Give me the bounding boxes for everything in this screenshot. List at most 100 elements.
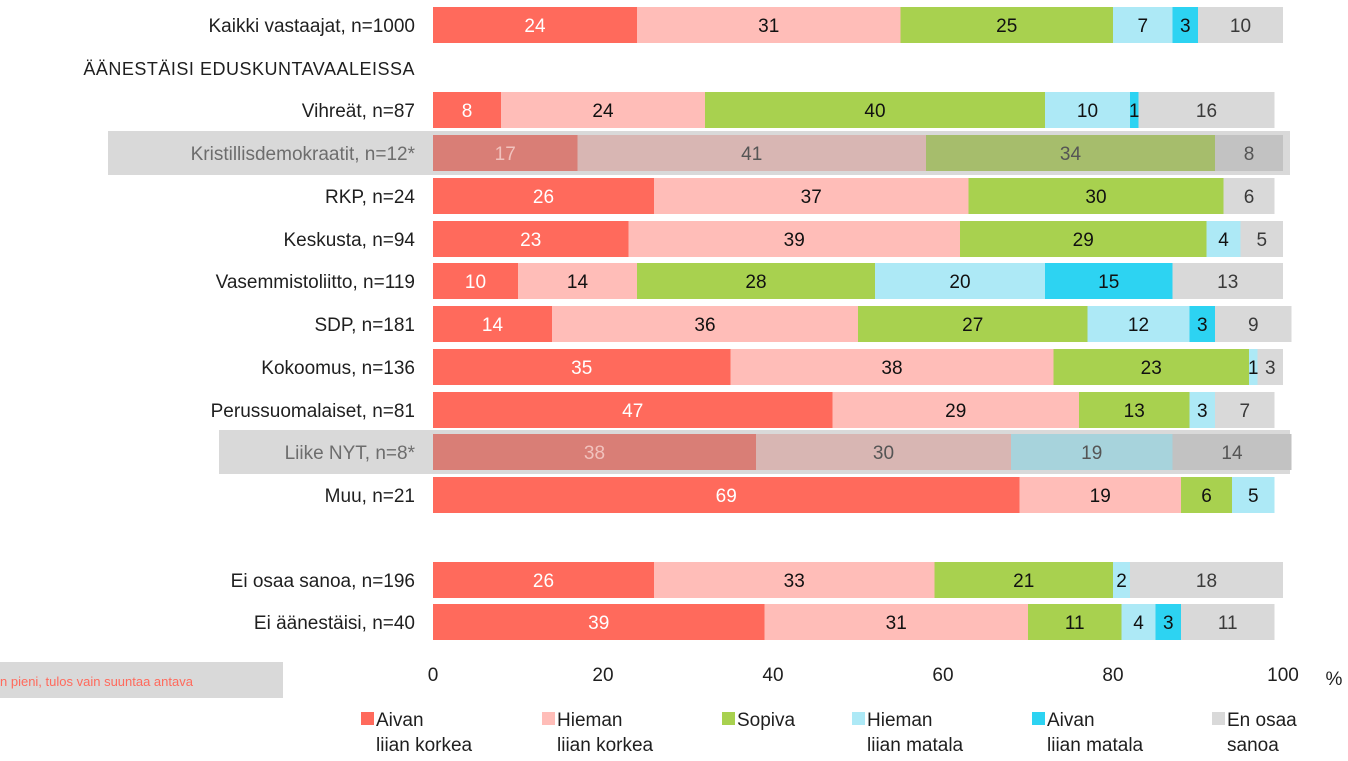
bar-segment [1215, 135, 1283, 171]
data-label: 34 [1060, 144, 1082, 165]
bar-segment [1155, 604, 1181, 640]
legend-label: liian korkea [557, 735, 654, 756]
data-label: 25 [996, 16, 1017, 37]
bar-segment [1181, 604, 1275, 640]
legend-swatch [361, 712, 374, 725]
bar-segment [433, 306, 552, 342]
data-label: 11 [1065, 613, 1085, 634]
legend-swatch [722, 712, 735, 725]
data-label: 38 [881, 358, 902, 379]
data-label: 12 [1128, 315, 1149, 336]
data-label: 3 [1180, 16, 1191, 37]
row-label: Kristillisdemokraatit, n=12* [191, 144, 416, 165]
row-label: Kaikki vastaajat, n=1000 [209, 16, 416, 37]
bar-segment [637, 7, 901, 43]
data-label: 7 [1137, 16, 1148, 37]
data-label: 28 [745, 272, 766, 293]
x-tick-label: 40 [762, 665, 783, 686]
section-label: ÄÄNESTÄISI EDUSKUNTAVAALEISSA [83, 59, 415, 79]
bar-segment [1019, 477, 1181, 513]
data-label: 6 [1244, 187, 1255, 208]
row-label: Perussuomalaiset, n=81 [211, 401, 415, 422]
data-label: 37 [801, 187, 822, 208]
data-label: 4 [1218, 230, 1229, 251]
bar-segment [1249, 349, 1258, 385]
data-label: 38 [584, 443, 605, 464]
data-label: 23 [520, 230, 541, 251]
note-box [0, 662, 283, 698]
data-label: 31 [886, 613, 907, 634]
bar-segment [433, 178, 654, 214]
data-label: 13 [1124, 401, 1145, 422]
bar-segment [433, 263, 518, 299]
bar-segment [764, 604, 1028, 640]
legend-label: liian matala [1047, 735, 1144, 756]
data-label: 7 [1239, 401, 1250, 422]
bar-segment [433, 604, 765, 640]
bar-segment [1121, 604, 1156, 640]
bar-segment [926, 135, 1215, 171]
data-label: 31 [758, 16, 779, 37]
data-label: 19 [1081, 443, 1102, 464]
row-label: Vihreät, n=87 [302, 101, 415, 122]
data-label: 18 [1196, 571, 1217, 592]
row-label: Ei osaa sanoa, n=196 [231, 571, 415, 592]
legend-label: En osaa [1227, 710, 1297, 731]
data-label: 29 [1073, 230, 1094, 251]
legend-swatch [1032, 712, 1045, 725]
row-label: Kokoomus, n=136 [261, 358, 415, 379]
bar-segment [1045, 263, 1173, 299]
data-label: 39 [588, 613, 609, 634]
bar-segment [934, 562, 1113, 598]
bar-segment [552, 306, 858, 342]
x-tick-label: 100 [1267, 665, 1299, 686]
data-label: 14 [1221, 443, 1243, 464]
data-label: 36 [694, 315, 715, 336]
data-label: 24 [592, 101, 614, 122]
bar-segment [518, 263, 637, 299]
bar-segment [433, 392, 833, 428]
data-label: 3 [1265, 358, 1276, 379]
legend-label: liian matala [867, 735, 964, 756]
row-label: Vasemmistoliitto, n=119 [216, 272, 415, 293]
data-label: 19 [1090, 486, 1111, 507]
bar-segment [730, 349, 1054, 385]
data-label: 6 [1201, 486, 1212, 507]
bar-segment [433, 349, 731, 385]
data-label: 16 [1196, 101, 1217, 122]
data-label: 41 [741, 144, 762, 165]
data-label: 47 [622, 401, 643, 422]
data-label: 30 [1085, 187, 1106, 208]
bar-segment [433, 477, 1020, 513]
data-label: 13 [1217, 272, 1238, 293]
legend-label: sanoa [1227, 735, 1279, 756]
data-label: 11 [1218, 613, 1238, 634]
data-label: 29 [945, 401, 966, 422]
bar-segment [1172, 263, 1283, 299]
data-label: 4 [1133, 613, 1144, 634]
bar-segment [1198, 7, 1283, 43]
bar-segment [900, 7, 1113, 43]
x-tick-label: 80 [1102, 665, 1123, 686]
data-label: 17 [495, 144, 516, 165]
bar-segment [875, 263, 1045, 299]
x-tick-label: 0 [428, 665, 439, 686]
row-label: Keskusta, n=94 [283, 230, 415, 251]
data-label: 3 [1197, 315, 1208, 336]
legend-label: Hieman [557, 710, 622, 731]
legend-label: Sopiva [737, 710, 796, 731]
data-label: 33 [784, 571, 805, 592]
bar-segment [1257, 349, 1283, 385]
data-label: 26 [533, 187, 554, 208]
data-label: 26 [533, 571, 554, 592]
bar-segment [1206, 221, 1241, 257]
data-label: 8 [462, 101, 473, 122]
x-tick-label: 20 [592, 665, 613, 686]
data-label: 2 [1116, 571, 1127, 592]
bar-segment [1172, 434, 1292, 470]
legend-label: Aivan [376, 710, 424, 731]
bar-segment [1189, 392, 1215, 428]
x-tick-label: 60 [932, 665, 953, 686]
bar-segment [1215, 392, 1275, 428]
data-label: 39 [784, 230, 805, 251]
